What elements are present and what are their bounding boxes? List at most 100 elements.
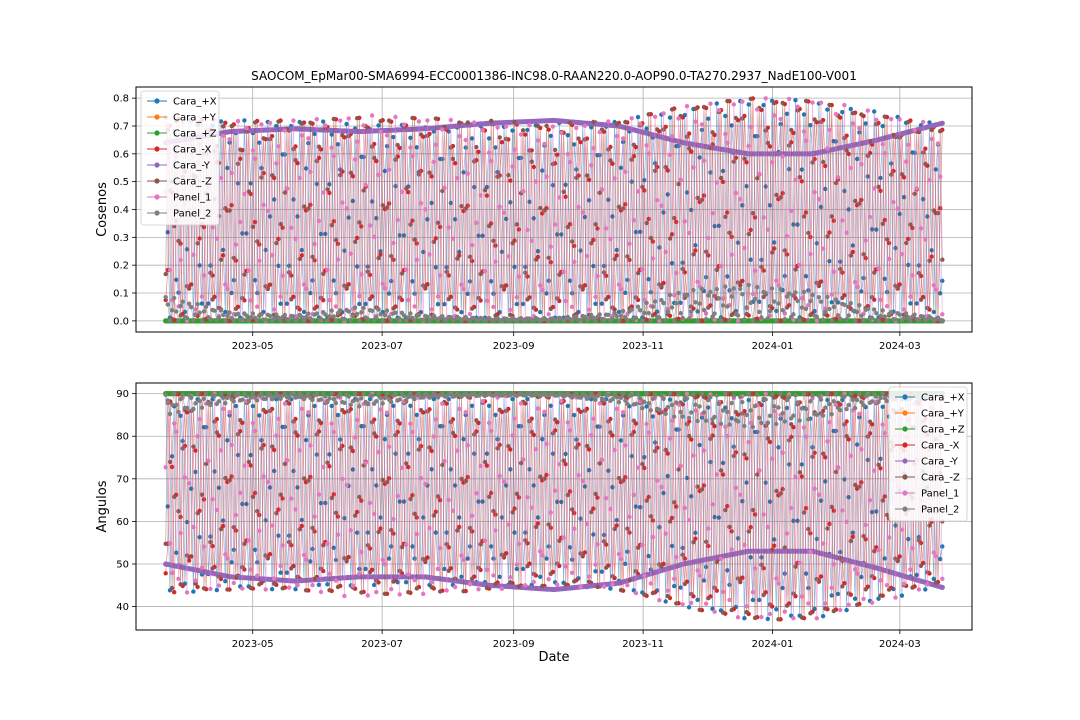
data-point [199,301,205,306]
data-point [561,269,566,274]
data-point [774,192,779,198]
data-point [608,586,613,591]
data-point [486,223,492,229]
data-point [559,130,564,136]
data-point [476,295,481,301]
data-point [303,286,309,292]
data-point [908,301,913,306]
data-point [716,515,722,520]
data-point [644,220,649,226]
data-point [910,225,915,231]
data-point [169,308,175,313]
data-point [938,291,943,296]
data-point [421,317,426,323]
data-point [520,128,526,133]
data-point [350,448,356,454]
data-point [165,504,170,509]
data-point [359,310,364,315]
data-point [680,315,685,321]
data-point [238,147,243,152]
data-point [576,204,581,210]
data-point [935,141,941,146]
data-point [820,317,826,323]
data-point [706,253,711,258]
data-point [752,512,758,517]
data-point [246,318,251,323]
data-point [765,316,770,321]
data-point [525,396,530,402]
data-point [803,306,809,311]
data-point [578,140,583,145]
data-point [218,119,224,124]
legend-label: Panel_2 [173,209,211,220]
data-point [469,306,475,311]
data-point [927,178,932,183]
data-point [201,497,207,502]
data-point [689,149,694,154]
data-point [935,210,941,216]
data-point [538,574,543,579]
data-point [169,464,175,470]
data-point [818,574,824,579]
data-point [823,455,828,460]
y-tick-label: 0.3 [113,233,129,244]
data-point [931,576,936,582]
data-point [548,525,553,530]
data-point [752,296,758,302]
data-point [250,494,256,499]
data-point [444,318,449,323]
data-point [312,241,317,247]
data-point [510,241,515,246]
data-point [618,313,624,319]
data-point [882,314,887,319]
data-point [259,122,264,127]
data-point [633,315,639,320]
x-tick-label: 2024-01 [752,341,794,352]
data-point [227,208,232,213]
data-point [625,277,630,283]
data-point [174,309,179,314]
data-point [329,132,334,137]
y-tick-label: 0.0 [113,316,129,327]
data-point [665,168,670,173]
data-point [884,304,890,309]
data-point [686,605,692,610]
data-point [714,287,719,292]
data-point [529,159,534,164]
data-point [414,586,419,591]
data-point [278,294,283,299]
data-point [633,295,639,300]
data-point [920,150,926,155]
data-point [620,206,626,211]
data-point [450,236,456,241]
data-point [286,539,292,545]
data-point [321,190,326,195]
y-axis-label: Cosenos [95,182,110,237]
data-point [459,574,464,579]
data-point [229,170,234,176]
data-point [555,296,560,301]
data-point [614,133,619,139]
data-point [903,311,909,316]
data-point [378,119,383,124]
data-point [920,314,926,319]
data-point [406,297,411,303]
data-point [565,224,570,230]
data-point [195,584,200,590]
data-point [923,587,928,592]
data-point [774,278,779,283]
data-point [714,180,719,185]
data-point [486,136,492,141]
data-point [757,309,762,315]
data-point [848,301,853,306]
data-point [831,218,836,223]
data-point [384,308,390,313]
data-point [310,278,315,283]
data-point [555,152,560,157]
data-point [684,293,690,298]
data-point [255,509,260,514]
data-point [825,107,830,112]
data-point [369,113,375,118]
data-point [772,246,777,251]
data-point [238,219,243,225]
